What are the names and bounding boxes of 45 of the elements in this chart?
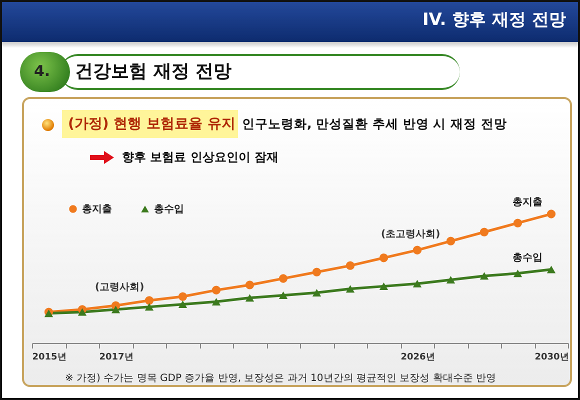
x-tick-label: 2015년 bbox=[32, 352, 66, 362]
annotation: (고령사회) bbox=[95, 282, 144, 293]
text: 총수입 bbox=[512, 252, 542, 264]
point bbox=[346, 261, 355, 270]
point bbox=[412, 246, 422, 254]
point bbox=[513, 270, 522, 278]
point bbox=[144, 296, 154, 305]
chart-subtitle: (가정) 현행 보험료율 유지 bbox=[68, 116, 236, 132]
point bbox=[379, 282, 388, 290]
x-tick-label: 2017년 bbox=[99, 352, 134, 362]
point bbox=[111, 306, 120, 314]
point bbox=[178, 292, 188, 301]
point bbox=[312, 268, 322, 276]
point bbox=[546, 210, 556, 218]
legend-label: 총수입 bbox=[154, 204, 184, 215]
point bbox=[480, 228, 489, 236]
text: 총지출 bbox=[512, 197, 542, 208]
point bbox=[78, 308, 87, 316]
text: 향후 보험료 인상요인이 잠재 bbox=[122, 150, 279, 164]
point bbox=[412, 280, 422, 288]
point bbox=[513, 218, 522, 228]
point bbox=[312, 288, 322, 296]
text: 4. bbox=[34, 62, 50, 80]
point bbox=[245, 280, 254, 290]
point bbox=[480, 272, 489, 280]
point bbox=[178, 300, 188, 308]
text: 인구노령화, 만성질환 추세 반영 시 재정 전망 bbox=[242, 116, 507, 131]
x-tick-label: 2030년 bbox=[534, 352, 569, 362]
point bbox=[144, 303, 154, 311]
text: IV. 향후 재정 전망 bbox=[422, 10, 566, 30]
point bbox=[212, 286, 221, 294]
point bbox=[446, 236, 456, 246]
chart-title: 건강보험 재정 전망 bbox=[75, 61, 232, 82]
point bbox=[546, 266, 556, 274]
point bbox=[346, 285, 355, 293]
point bbox=[212, 298, 221, 306]
point bbox=[245, 294, 254, 302]
legend-label: 총지출 bbox=[82, 204, 112, 215]
point bbox=[379, 254, 388, 262]
point bbox=[278, 274, 288, 283]
x-tick-label: 2026년 bbox=[400, 352, 435, 362]
text: ※ 가정) 수가는 명목 GDP 증가율 반영, 보장성은 과거 10년간의 평균적인 보장성 확대수준 반영 bbox=[65, 373, 496, 384]
point bbox=[278, 292, 288, 300]
annotation: (초고령사회) bbox=[381, 229, 440, 240]
point bbox=[446, 276, 456, 284]
